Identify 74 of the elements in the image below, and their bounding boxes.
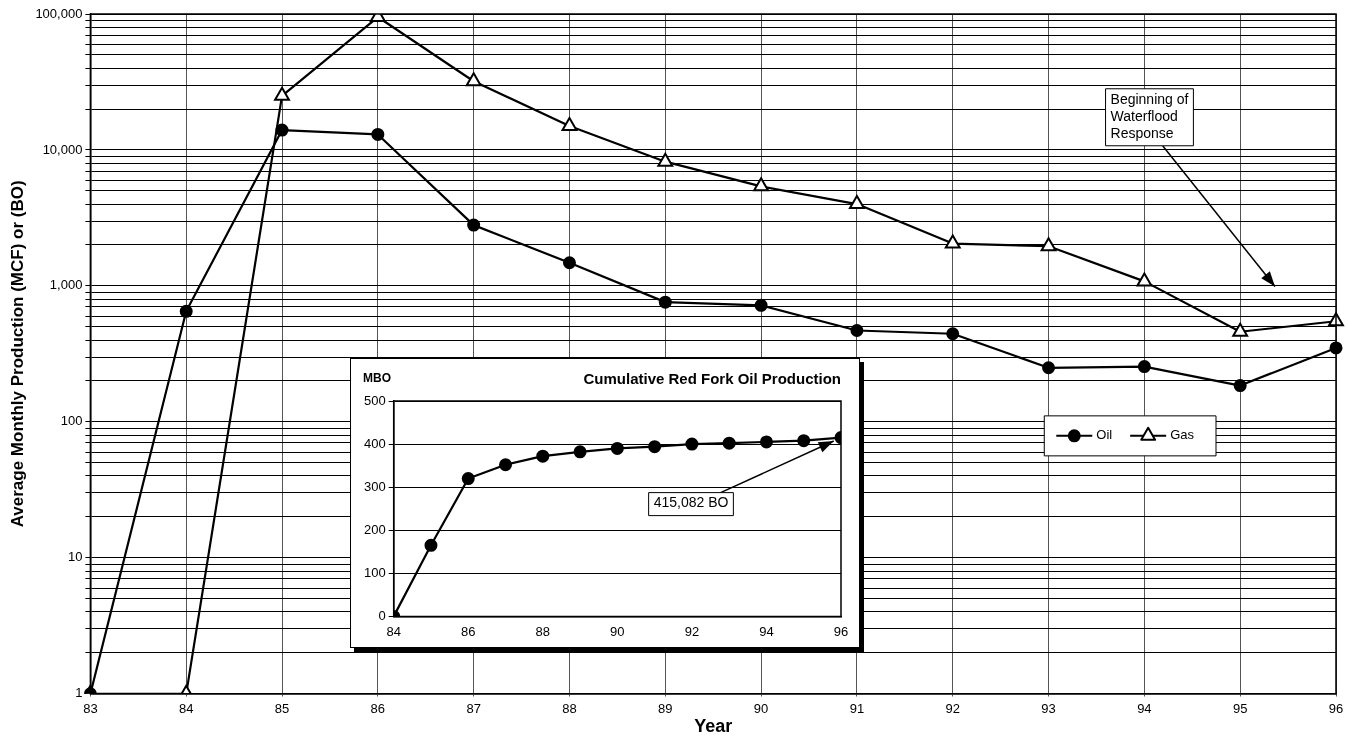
point xyxy=(1232,322,1249,337)
y-tick-label: 400 xyxy=(363,435,386,451)
y-tick-label: 1 xyxy=(75,685,83,701)
y-tick-label: 10 xyxy=(67,549,83,565)
x-tick-label: 94 xyxy=(1137,701,1152,717)
x-tick-label: 92 xyxy=(945,701,960,717)
y-tick-label: 500 xyxy=(363,392,386,408)
point xyxy=(944,234,961,249)
point xyxy=(461,472,475,486)
point xyxy=(610,441,624,455)
point xyxy=(424,538,438,552)
x-tick-label: 90 xyxy=(610,623,625,639)
point xyxy=(1042,361,1056,375)
y-tick-label: 300 xyxy=(363,478,386,494)
y-axis-title: Average Monthly Production (MCF) or (BO) xyxy=(7,180,27,528)
x-tick-label: 94 xyxy=(759,623,774,639)
y-axis-title: MBO xyxy=(363,371,391,386)
point xyxy=(657,152,674,167)
x-tick-label: 90 xyxy=(753,701,769,717)
annotation: Beginning of Waterflood Response xyxy=(1110,90,1189,141)
point xyxy=(754,298,768,312)
point xyxy=(1233,379,1247,393)
x-tick-label: 84 xyxy=(386,623,401,639)
point xyxy=(658,295,672,309)
point xyxy=(499,458,513,472)
x-tick-label: 89 xyxy=(658,701,673,717)
point xyxy=(685,437,699,451)
y-tick-label: 100 xyxy=(363,564,386,580)
point xyxy=(274,86,290,101)
point xyxy=(1136,272,1153,287)
x-tick-label: 92 xyxy=(684,623,700,639)
point xyxy=(561,117,578,132)
point xyxy=(465,72,482,87)
x-tick-label: 86 xyxy=(461,623,476,639)
point xyxy=(753,177,770,192)
point xyxy=(797,434,811,448)
x-tick-label: 95 xyxy=(1232,701,1248,717)
point xyxy=(179,304,193,318)
x-axis-title: Year xyxy=(694,716,733,737)
legend-label: Oil xyxy=(1096,427,1113,443)
legend-label: Gas xyxy=(1170,427,1195,443)
x-tick-label: 87 xyxy=(466,701,481,717)
y-tick-label: 100 xyxy=(60,413,83,429)
y-tick-label: 1,000 xyxy=(49,277,83,293)
x-tick-label: 85 xyxy=(274,701,290,717)
x-tick-label: 96 xyxy=(1328,701,1344,717)
x-tick-label: 96 xyxy=(833,623,849,639)
point xyxy=(648,440,662,454)
x-tick-label: 93 xyxy=(1041,701,1056,717)
x-tick-label: 86 xyxy=(370,701,386,717)
y-tick-label: 200 xyxy=(363,521,386,537)
y-tick-label: 0 xyxy=(378,607,386,623)
x-tick-label: 83 xyxy=(83,701,98,717)
point xyxy=(275,123,289,137)
point xyxy=(1040,237,1057,252)
y-tick-label: 10,000 xyxy=(42,141,83,157)
point xyxy=(562,256,576,270)
x-tick-label: 84 xyxy=(178,701,194,717)
point xyxy=(946,327,960,341)
x-tick-label: 88 xyxy=(535,623,551,639)
x-tick-label: 91 xyxy=(849,701,865,717)
x-tick-label: 88 xyxy=(562,701,577,717)
point xyxy=(1137,360,1151,374)
y-tick-label: 100,000 xyxy=(35,5,83,21)
point xyxy=(848,195,865,210)
point xyxy=(850,324,864,337)
point xyxy=(573,445,587,459)
point xyxy=(722,436,736,450)
point xyxy=(759,435,773,449)
point xyxy=(371,127,385,141)
annotation: 415,082 BO xyxy=(653,494,729,511)
point xyxy=(536,449,550,463)
chart-title: Cumulative Red Fork Oil Production xyxy=(583,370,841,388)
point xyxy=(467,218,481,232)
